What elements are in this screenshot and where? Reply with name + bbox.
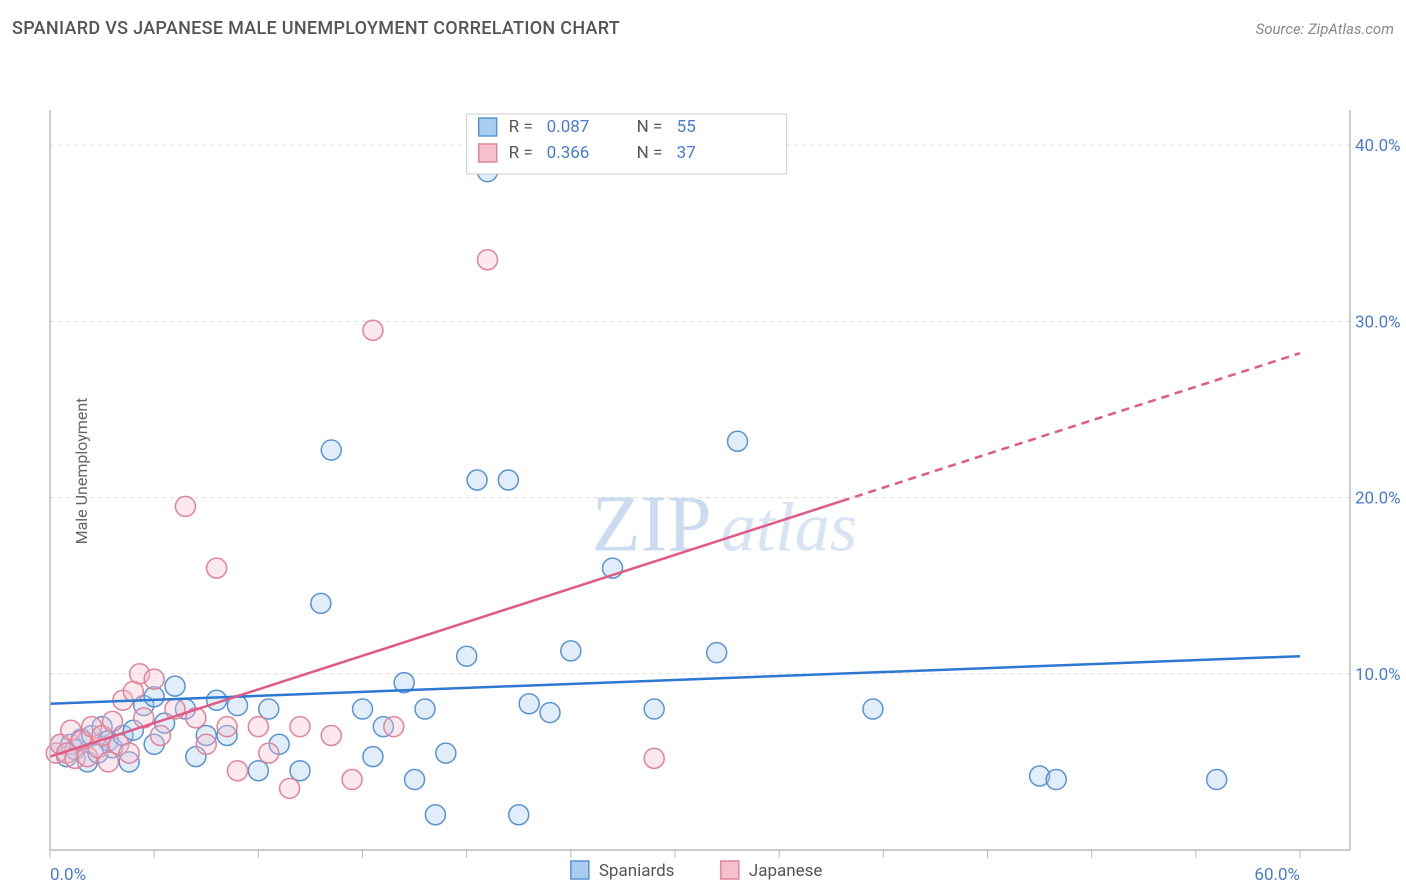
- scatter-point-pink: [217, 717, 237, 737]
- legend-r-value: 0.366: [547, 143, 590, 163]
- scatter-point-blue: [498, 470, 518, 490]
- scatter-point-blue: [436, 743, 456, 763]
- scatter-point-blue: [1207, 770, 1227, 790]
- correlation-chart: ZIPatlas 0.0% 60.0% 10.0% 20.0% 30.0% 40.0% R =…: [0, 50, 1406, 892]
- scatter-point-blue: [467, 470, 487, 490]
- scatter-point-pink: [248, 717, 268, 737]
- bottom-legend-label: Spaniards: [599, 861, 675, 881]
- scatter-point-blue: [425, 805, 445, 825]
- scatter-point-blue: [248, 761, 268, 781]
- scatter-point-pink: [175, 496, 195, 516]
- legend-swatch-pink: [479, 144, 497, 162]
- scatter-point-pink: [644, 748, 664, 768]
- legend-r-label: R =: [509, 143, 533, 163]
- y-tick-label: 40.0%: [1355, 136, 1401, 156]
- scatter-point-pink: [119, 743, 139, 763]
- legend-swatch-blue: [479, 118, 497, 136]
- scatter-point-blue: [1046, 770, 1066, 790]
- scatter-point-blue: [321, 440, 341, 460]
- scatter-point-blue: [405, 770, 425, 790]
- scatter-point-blue: [863, 699, 883, 719]
- source-label: Source: ZipAtlas.com: [1256, 20, 1394, 38]
- scatter-point-pink: [259, 743, 279, 763]
- scatter-point-pink: [98, 752, 118, 772]
- scatter-point-blue: [165, 676, 185, 696]
- scatter-point-pink: [280, 778, 300, 798]
- scatter-point-blue: [353, 699, 373, 719]
- x-tick-label: 0.0%: [50, 865, 86, 885]
- scatter-point-blue: [728, 431, 748, 451]
- watermark-atlas: atlas: [721, 489, 857, 566]
- scatter-point-pink: [150, 725, 170, 745]
- legend-n-value: 37: [677, 143, 696, 163]
- scatter-point-pink: [290, 717, 310, 737]
- scatter-point-blue: [707, 643, 727, 663]
- watermark-zip: ZIP: [592, 480, 712, 568]
- bottom-legend-label: Japanese: [749, 861, 823, 881]
- trend-line-pink: [50, 501, 842, 757]
- scatter-point-blue: [259, 699, 279, 719]
- scatter-point-blue: [519, 694, 539, 714]
- scatter-point-pink: [342, 770, 362, 790]
- x-tick-label: 60.0%: [1254, 865, 1300, 885]
- scatter-point-blue: [311, 593, 331, 613]
- legend-r-value: 0.087: [547, 117, 590, 137]
- scatter-point-pink: [196, 734, 216, 754]
- chart-title: SPANIARD VS JAPANESE MALE UNEMPLOYMENT C…: [12, 18, 620, 39]
- bottom-legend-swatch-pink: [721, 861, 739, 879]
- y-tick-label: 10.0%: [1355, 665, 1401, 685]
- scatter-point-blue: [457, 646, 477, 666]
- y-tick-label: 30.0%: [1355, 312, 1401, 332]
- scatter-point-pink: [384, 717, 404, 737]
- scatter-point-blue: [363, 747, 383, 767]
- scatter-point-pink: [363, 320, 383, 340]
- legend-n-label: N =: [637, 117, 663, 137]
- trend-line-pink-dashed: [842, 353, 1300, 501]
- scatter-point-pink: [144, 669, 164, 689]
- scatter-point-blue: [509, 805, 529, 825]
- legend-n-value: 55: [677, 117, 696, 137]
- scatter-point-blue: [561, 641, 581, 661]
- scatter-point-blue: [540, 703, 560, 723]
- legend-r-label: R =: [509, 117, 533, 137]
- scatter-point-pink: [103, 711, 123, 731]
- scatter-point-pink: [321, 725, 341, 745]
- scatter-point-pink: [228, 761, 248, 781]
- scatter-point-blue: [290, 761, 310, 781]
- scatter-point-blue: [415, 699, 435, 719]
- bottom-legend-swatch-blue: [571, 861, 589, 879]
- legend-n-label: N =: [637, 143, 663, 163]
- scatter-point-pink: [207, 558, 227, 578]
- scatter-point-blue: [644, 699, 664, 719]
- y-axis-label: Male Unemployment: [72, 398, 91, 545]
- y-tick-label: 20.0%: [1355, 489, 1401, 509]
- scatter-point-pink: [478, 250, 498, 270]
